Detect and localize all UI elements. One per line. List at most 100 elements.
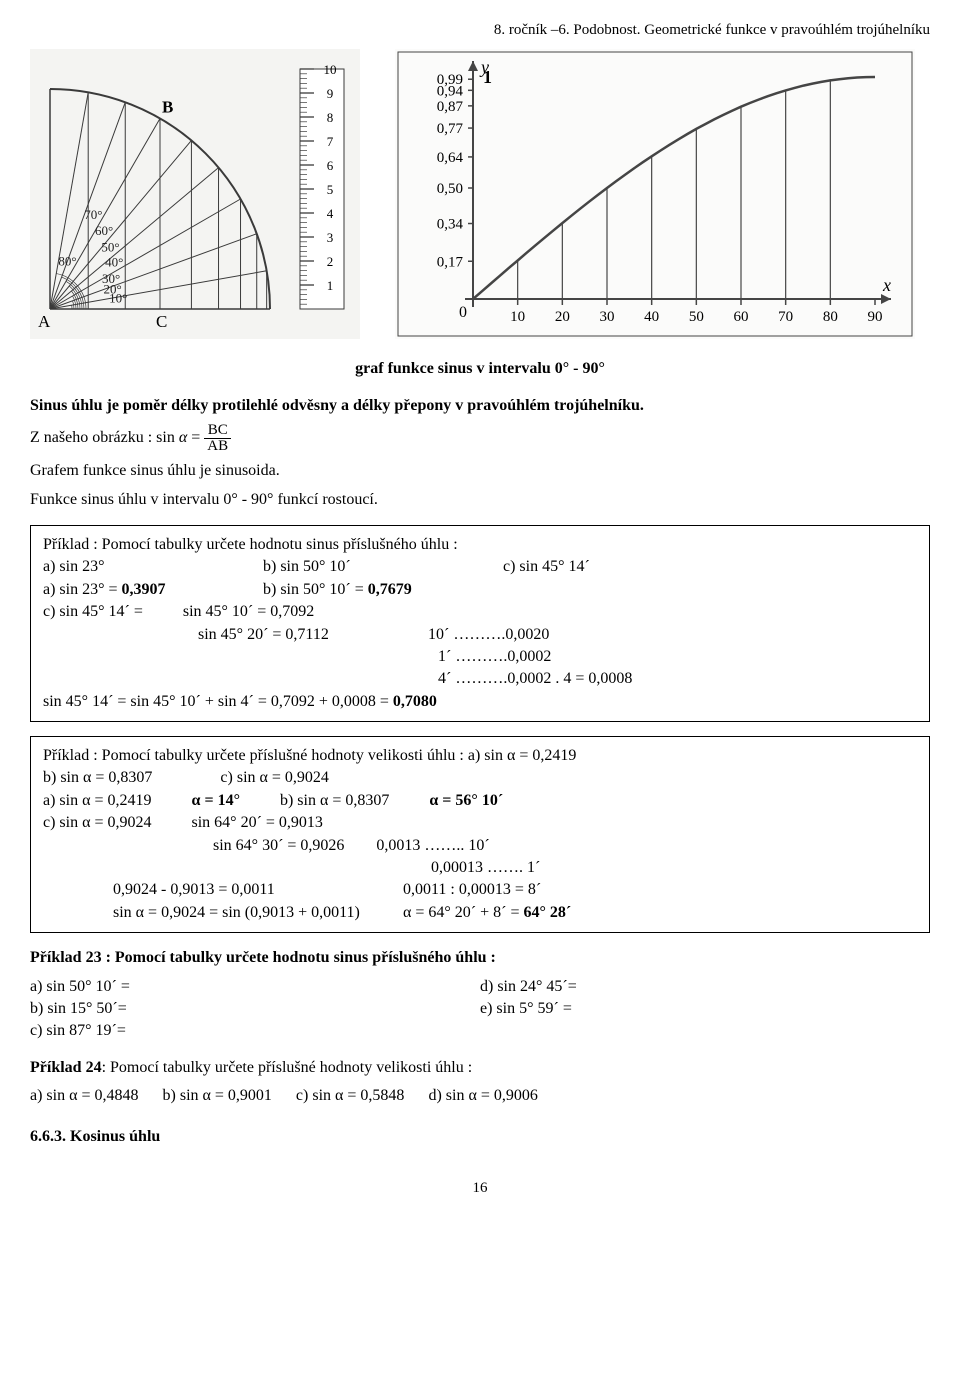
intro-definition: Sinus úhlu je poměr délky protilehlé odv… [30,395,930,417]
svg-text:30°: 30° [102,271,120,286]
svg-text:0,64: 0,64 [437,150,464,166]
svg-text:30: 30 [600,309,615,325]
svg-text:9: 9 [327,86,334,101]
figure-caption: graf funkce sinus v intervalu 0° - 90° [30,358,930,380]
svg-text:40: 40 [644,309,659,325]
ex24-title-pre: Příklad 24 [30,1059,102,1076]
ex24-items: a) sin α = 0,4848 b) sin α = 0,9001 c) s… [30,1085,930,1107]
box2-lc5v: 64° 28´ [524,904,572,921]
svg-text:0,50: 0,50 [437,181,463,197]
svg-text:B: B [162,97,173,116]
box1-b: b) sin 50° 10´ [263,556,503,578]
svg-text:70: 70 [778,309,793,325]
ex24-d: d) sin α = 0,9006 [428,1085,537,1107]
box2-la-val: α = 14° [192,792,240,809]
box2-lc5a: sin α = 0,9024 = sin (0,9013 + 0,0011) [113,902,403,924]
ex24-title: Příklad 24: Pomocí tabulky určete příslu… [30,1057,930,1079]
alpha-symbol: α [179,429,187,446]
ex24-a: a) sin α = 0,4848 [30,1085,139,1107]
box1-ans-b-value: 0,7679 [368,581,412,598]
box2-la: a) sin α = 0,2419 [43,792,192,809]
box2-lc5-row: sin α = 0,9024 = sin (0,9013 + 0,0011) α… [43,902,917,924]
formula-line: Z našeho obrázku : sin α = BC AB [30,423,930,454]
box1-a: a) sin 23° [43,556,263,578]
ex24-title-rest: : Pomocí tabulky určete příslušné hodnot… [102,1059,473,1076]
box1-row2: a) sin 23° = 0,3907 b) sin 50° 10´ = 0,7… [43,579,917,601]
box2-lc4-row: 0,9024 - 0,9013 = 0,0011 0,0011 : 0,0001… [43,879,917,901]
example-box-2: Příklad : Pomocí tabulky určete příslušn… [30,736,930,933]
svg-text:20: 20 [555,309,570,325]
example-box-1: Příklad : Pomocí tabulky určete hodnotu … [30,525,930,722]
figures-row: 10°20°30°40°50°60°70°80°BAC12345678910 y… [30,49,930,346]
box1-c-l2: sin 45° 20´ = 0,7112 [198,624,428,646]
box2-lc4b: 0,0011 : 0,00013 = 8´ [403,879,541,901]
box2-lc: c) sin α = 0,9024 sin 64° 20´ = 0,9013 [43,812,917,834]
svg-text:10: 10 [510,309,525,325]
sine-graph: yx01020304050607080900,170,340,500,640,7… [380,49,930,339]
box2-lc2: sin 64° 30´ = 0,9026 0,0013 …….. 10´ [213,835,490,857]
ex24-b: b) sin α = 0,9001 [163,1085,272,1107]
box1-title: Příklad : Pomocí tabulky určete hodnotu … [43,534,917,556]
section-663: 6.6.3. Kosinus úhlu [30,1126,930,1148]
svg-text:A: A [38,312,51,331]
box1-c-final-value: 0,7080 [393,693,437,710]
fraction: BC AB [204,423,231,454]
svg-text:0,77: 0,77 [437,121,464,137]
svg-text:6: 6 [327,158,334,173]
svg-text:60°: 60° [95,223,113,238]
box2-lc3: 0,00013 ……. 1´ [431,857,540,879]
svg-text:40°: 40° [105,255,123,270]
svg-text:10: 10 [324,62,337,77]
box2-l2: b) sin α = 0,8307 c) sin α = 0,9024 [43,767,917,789]
svg-text:80°: 80° [58,254,76,269]
svg-text:50°: 50° [101,240,119,255]
svg-text:4: 4 [327,206,334,221]
box1-c-row4: 4´ ……….0,0002 . 4 = 0,0008 [43,668,917,690]
formula-pretext: Z našeho obrázku : sin [30,429,179,446]
svg-text:2: 2 [327,254,334,269]
box2-lb-val: α = 56° 10´ [429,792,503,809]
box2-row-a: a) sin α = 0,2419 α = 14° b) sin α = 0,8… [43,790,917,812]
page-number: 16 [30,1178,930,1199]
ex23-items: a) sin 50° 10´ = d) sin 24° 45´= b) sin … [30,976,930,1043]
svg-text:3: 3 [327,230,334,245]
box2-lc5b: α = 64° 20´ + 8´ = [403,904,524,921]
funkce-line: Funkce sinus úhlu v intervalu 0° - 90° f… [30,489,930,511]
ex23-d: d) sin 24° 45´= [480,976,930,998]
box2-lc4a: 0,9024 - 0,9013 = 0,0011 [113,879,403,901]
right-figure: yx01020304050607080900,170,340,500,640,7… [380,49,930,346]
svg-text:90: 90 [868,309,883,325]
svg-text:0,17: 0,17 [437,254,464,270]
grafem-line: Grafem funkce sinus úhlu je sinusoida. [30,460,930,482]
svg-text:8: 8 [327,110,334,125]
box2-lc2-row: sin 64° 30´ = 0,9026 0,0013 …….. 10´ [43,835,917,857]
box1-ans-a-label: a) sin 23° = [43,581,122,598]
svg-text:0,34: 0,34 [437,217,464,233]
box1-c-row2: sin 45° 20´ = 0,7112 10´ ……….0,0020 [43,624,917,646]
box2-lc5b-wrap: α = 64° 20´ + 8´ = 64° 28´ [403,902,571,924]
svg-text:1: 1 [327,278,334,293]
svg-text:80: 80 [823,309,838,325]
svg-text:C: C [156,312,167,331]
box1-c-four: 4´ ……….0,0002 . 4 = 0,0008 [438,668,632,690]
ex23-a: a) sin 50° 10´ = [30,976,480,998]
svg-text:0: 0 [459,304,467,321]
ex23-title: Příklad 23 : Pomocí tabulky určete hodno… [30,947,930,969]
box1-c-final: sin 45° 14´ = sin 45° 10´ + sin 4´ = 0,7… [43,691,917,713]
svg-text:60: 60 [734,309,749,325]
fraction-denominator: AB [204,439,231,454]
box1-ans-a-value: 0,3907 [122,581,166,598]
box1-c: c) sin 45° 14´ [503,556,590,578]
svg-text:1: 1 [483,67,492,87]
box2-title: Příklad : Pomocí tabulky určete příslušn… [43,745,917,767]
box1-c-row3: 1´ ……….0,0002 [43,646,917,668]
page-header: 8. ročník –6. Podobnost. Geometrické fun… [30,20,930,41]
box1-ans-a: a) sin 23° = 0,3907 [43,579,263,601]
box1-c-final-label: sin 45° 14´ = sin 45° 10´ + sin 4´ = 0,7… [43,693,393,710]
box2-lb: b) sin α = 0,8307 [240,792,429,809]
equals: = [187,429,204,446]
ex23-c: c) sin 87° 19´= [30,1020,930,1042]
svg-text:5: 5 [327,182,334,197]
svg-text:0,99: 0,99 [437,72,463,88]
ex23-e: e) sin 5° 59´ = [480,998,930,1020]
